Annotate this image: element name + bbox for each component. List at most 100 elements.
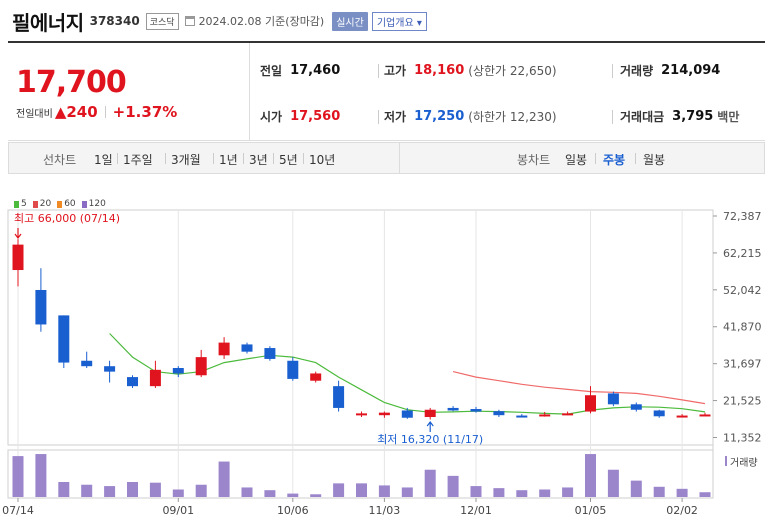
x-tick-label: 07/14 bbox=[2, 504, 34, 517]
candle-body bbox=[424, 409, 436, 418]
low-label: 저가 bbox=[384, 110, 407, 124]
prev-close-label: 전일 bbox=[260, 64, 283, 78]
volume-bar bbox=[333, 483, 345, 497]
high-value: 18,160 bbox=[414, 63, 465, 78]
volume-label: 거래량 bbox=[730, 457, 758, 469]
candle-body bbox=[172, 368, 184, 374]
legend-label: 5 bbox=[21, 199, 27, 209]
candle-body bbox=[378, 412, 390, 416]
volume-bar bbox=[493, 488, 505, 497]
candle-body bbox=[35, 289, 47, 325]
open-price: 시가 17,560 bbox=[260, 108, 340, 125]
volume-bar bbox=[218, 461, 230, 497]
axis-labels: 72,387 62,215 52,042 41,870 31,697 21,525 11,3… bbox=[2, 210, 761, 517]
prev-close-value: 17,460 bbox=[290, 63, 341, 78]
candle-monthly[interactable]: 월봉 bbox=[643, 153, 666, 167]
candle-daily[interactable]: 일봉 bbox=[565, 153, 588, 167]
company-name: 필에너지 bbox=[12, 10, 84, 35]
candle-body bbox=[287, 360, 299, 379]
divider bbox=[303, 153, 304, 164]
calendar-icon bbox=[184, 16, 195, 26]
trading-value-unit: 백만 bbox=[717, 110, 740, 124]
volume-bar bbox=[516, 490, 528, 497]
realtime-button[interactable]: 실시간 bbox=[332, 11, 368, 31]
candle-weekly[interactable]: 주봉 bbox=[603, 153, 626, 167]
legend-swatch bbox=[57, 200, 63, 208]
legend-ma5: 5 bbox=[14, 199, 27, 209]
candle-body bbox=[585, 395, 596, 412]
candle-chart-label: 봉차트 bbox=[517, 153, 551, 167]
volume: 거래량 214,094 bbox=[620, 62, 720, 79]
line-chart-label: 선차트 bbox=[43, 153, 77, 167]
candle-body bbox=[539, 414, 551, 417]
divider bbox=[165, 153, 166, 164]
x-tick-label: 09/01 bbox=[162, 504, 194, 517]
divider bbox=[213, 153, 214, 164]
divider bbox=[378, 110, 379, 124]
volume-bar bbox=[12, 456, 24, 497]
low-price: 저가 17,250 (하한가 12,230) bbox=[384, 108, 557, 125]
candle-body bbox=[562, 413, 574, 416]
legend-label: 120 bbox=[88, 199, 106, 209]
period-selector: 선차트 1일 1주일 3개월 1년 3년 5년 10년 봉차트 일봉 주봉 월봉 bbox=[8, 142, 765, 174]
candle-body bbox=[58, 315, 70, 363]
legend-ma20: 20 bbox=[32, 199, 51, 209]
company-overview-button[interactable]: 기업개요 ▾ bbox=[371, 11, 427, 31]
volume-bar bbox=[356, 483, 367, 497]
volume-bar bbox=[241, 487, 253, 497]
change-amount: ▲240 bbox=[54, 103, 98, 121]
period-1d[interactable]: 1일 bbox=[94, 153, 113, 167]
y-tick-label: 52,042 bbox=[723, 284, 762, 297]
volume-bar bbox=[81, 484, 93, 497]
x-tick-label: 12/01 bbox=[460, 504, 492, 517]
candle-body bbox=[516, 415, 528, 418]
divider bbox=[595, 153, 596, 164]
y-tick-label: 11,352 bbox=[723, 432, 762, 445]
period-10y[interactable]: 10년 bbox=[309, 153, 336, 167]
period-1y[interactable]: 1년 bbox=[219, 153, 238, 167]
period-3y[interactable]: 3년 bbox=[249, 153, 268, 167]
divider bbox=[378, 64, 379, 78]
high-label: 고가 bbox=[384, 64, 407, 78]
price-box: 17,700 전일대비 ▲240 +1.37% bbox=[8, 43, 250, 140]
volume-bar bbox=[172, 489, 184, 497]
price-pane-border bbox=[7, 209, 714, 446]
period-5y[interactable]: 5년 bbox=[279, 153, 298, 167]
volume-bar bbox=[470, 486, 482, 497]
divider bbox=[612, 64, 613, 78]
candle-body bbox=[447, 407, 459, 411]
volume-bar bbox=[58, 482, 70, 497]
trading-value: 거래대금 3,795 백만 bbox=[620, 108, 739, 125]
upper-limit: (상한가 22,650) bbox=[468, 64, 557, 78]
x-tick-label: 10/06 bbox=[277, 504, 309, 517]
change-divider bbox=[104, 106, 106, 118]
candle-body bbox=[218, 342, 230, 356]
volume-bar bbox=[539, 489, 551, 497]
volume-bar bbox=[287, 493, 299, 497]
divider bbox=[117, 153, 118, 164]
y-tick-label: 21,525 bbox=[723, 395, 762, 408]
legend-label: 60 bbox=[64, 199, 76, 209]
volume-bar bbox=[195, 484, 207, 497]
high-price: 고가 18,160 (상한가 22,650) bbox=[384, 62, 557, 79]
open-label: 시가 bbox=[260, 110, 283, 124]
divider bbox=[273, 153, 274, 164]
y-tick-label: 41,870 bbox=[723, 321, 762, 334]
chart-grid bbox=[7, 209, 717, 502]
candle-body bbox=[699, 414, 711, 417]
volume-legend-swatch bbox=[725, 456, 727, 466]
period-1w[interactable]: 1주일 bbox=[123, 153, 153, 167]
volume-bar bbox=[630, 480, 642, 497]
lower-limit: (하한가 12,230) bbox=[468, 110, 557, 124]
header-divider bbox=[8, 41, 765, 43]
base-date: 2024.02.08 기준(장마감) bbox=[198, 15, 325, 28]
trading-value-number: 3,795 bbox=[672, 109, 714, 124]
candle-body bbox=[333, 386, 345, 408]
annotations: 최고 66,000 (07/14) 최저 16,320 (11/17) bbox=[14, 212, 483, 446]
legend-swatch bbox=[81, 200, 87, 208]
period-3m[interactable]: 3개월 bbox=[171, 153, 201, 167]
candle-body bbox=[241, 344, 253, 352]
volume-bar bbox=[378, 485, 390, 497]
volume-bar bbox=[699, 492, 711, 497]
